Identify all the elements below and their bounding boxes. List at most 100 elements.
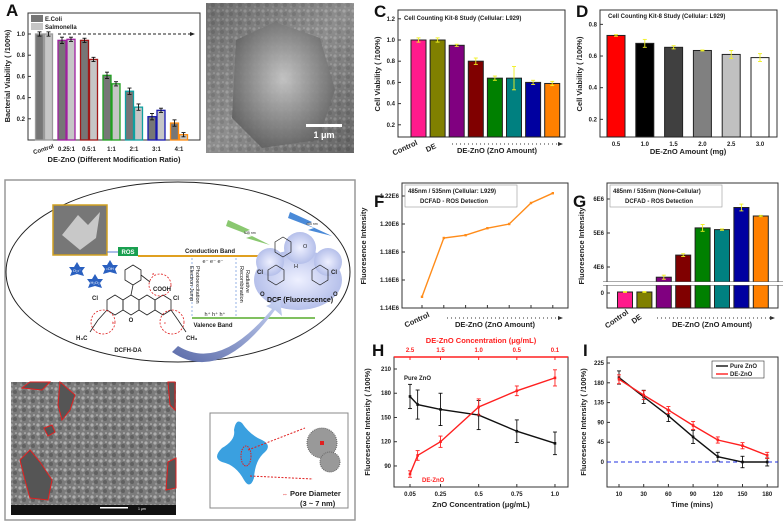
panel-i-xtick-label: 10 bbox=[616, 492, 623, 498]
panel-h-data-point bbox=[439, 408, 442, 411]
panel-a-ylabel: Bacterial Viability ( /100%) bbox=[3, 29, 12, 122]
panel-c-bar bbox=[467, 60, 484, 138]
ch3-label: CH₃ bbox=[186, 336, 198, 342]
conduction-band-label: Conduction Band bbox=[185, 249, 235, 255]
panel-h-data-point bbox=[416, 454, 419, 457]
panel-h-data-point bbox=[515, 389, 519, 393]
panel-label-g: G bbox=[573, 192, 586, 211]
panel-i-xtick-label: 30 bbox=[640, 492, 647, 498]
panel-i-ytick-label: 45 bbox=[597, 440, 604, 446]
star-particle bbox=[217, 421, 268, 485]
panel-a-legend-swatch bbox=[31, 23, 43, 30]
panel-i-data-point bbox=[667, 414, 670, 418]
valence-band-label: Valence Band bbox=[193, 323, 232, 329]
panel-h-data-point bbox=[553, 376, 557, 380]
dcf-cl-left: Cl bbox=[257, 270, 263, 276]
panel-c-title: Cell Counting Kit-8 Study (Cellular: L92… bbox=[404, 16, 521, 22]
panel-a-legend-label: E.Coli bbox=[45, 17, 62, 23]
panel-d-xtick-label: 0.5 bbox=[612, 142, 621, 148]
photoexcitation-label: Photoexcitation bbox=[194, 266, 200, 304]
panel-i-series-line bbox=[618, 376, 768, 463]
panel-d-title: Cell Counting Kit-8 Study (Cellular: L92… bbox=[608, 14, 725, 20]
panel-h-top-tick-label: 1.0 bbox=[474, 348, 483, 354]
panel-f-xlabel: DE-ZnO (ZnO Amount) bbox=[455, 320, 536, 329]
panel-i-xtick-label: 120 bbox=[713, 492, 724, 498]
panel-i-ylabel: Fluoresence Intensity ( /100%) bbox=[579, 368, 588, 476]
panel-c-ylabel: Cell Viability ( /100%) bbox=[373, 36, 382, 111]
porous-sem-image: 1 μm bbox=[11, 380, 177, 515]
panel-g-xtick-label: Control bbox=[603, 308, 630, 331]
panel-c-xlabel: DE-ZnO (ZnO Amount) bbox=[457, 146, 538, 155]
panel-i-data-point bbox=[716, 455, 720, 459]
panel-i-legend-label: DE-ZnO bbox=[730, 372, 753, 378]
panel-f-data-point bbox=[551, 192, 554, 195]
panel-a-bar bbox=[133, 106, 144, 141]
recombination-label: Recombination bbox=[238, 266, 244, 303]
panel-i-ytick-label: 0 bbox=[601, 460, 605, 466]
panel-h-data-point bbox=[515, 429, 519, 433]
panel-label-h: H bbox=[372, 341, 384, 360]
panel-h-data-point bbox=[408, 395, 412, 398]
dcf-cloud bbox=[254, 232, 342, 310]
panel-i-data-point bbox=[741, 444, 744, 448]
panel-h-xlabel: ZnO Concentration (μg/mL) bbox=[432, 500, 530, 509]
panel-i-data-point bbox=[642, 393, 645, 397]
panel-g-bar bbox=[617, 291, 633, 309]
pore-diagram: ⇔ Pore Diameter (3 ~ 7 nm) bbox=[209, 412, 349, 509]
panel-a-xtick-label: 3:1 bbox=[152, 147, 161, 153]
panel-f-data-point bbox=[508, 222, 511, 226]
panel-f-ytick-label: 1.22E6 bbox=[380, 194, 400, 200]
panel-h-xtick-label: 0.75 bbox=[511, 492, 523, 498]
panel-i-data-point bbox=[691, 435, 695, 439]
panel-h-data-point bbox=[553, 442, 557, 445]
panel-g-axis-break bbox=[603, 282, 783, 285]
panel-label-c: C bbox=[374, 2, 386, 21]
charts: 0.2 0.4 0.6 0.8 1.0 Bacterial Viability ( /10… bbox=[3, 9, 783, 509]
panel-h-series-line bbox=[409, 395, 556, 445]
panel-i-data-point bbox=[741, 460, 744, 464]
panel-i-legend-box bbox=[711, 360, 765, 379]
panel-c-xtick-label: Control bbox=[391, 138, 419, 157]
panel-g-ytick-label: 6E6 bbox=[593, 197, 604, 203]
panel-i-ytick-label: 135 bbox=[594, 401, 605, 407]
panel-d-ytick-label: 0.2 bbox=[589, 117, 598, 123]
panel-g-xtick-label: DE bbox=[630, 312, 644, 325]
panel-a-bar bbox=[102, 74, 112, 141]
panel-a-xtick-label: 4:1 bbox=[175, 147, 184, 153]
electron-jump-label: Electron Jump bbox=[188, 266, 194, 301]
panel-c-ytick-label: 1.0 bbox=[387, 38, 396, 44]
panel-c-bar bbox=[486, 77, 503, 138]
panel-h-data-point bbox=[408, 472, 412, 476]
hydroxyl-label: •OH bbox=[106, 266, 114, 271]
panel-f-series-line bbox=[421, 192, 554, 298]
panel-i-data-point bbox=[691, 424, 695, 427]
panel-h-xtick-label: 0.5 bbox=[474, 492, 483, 498]
panel-h-top-tick-label: 1.5 bbox=[436, 348, 445, 354]
panel-g-ytick-label: 4E6 bbox=[593, 265, 604, 271]
panel-d-xlabel: DE-ZnO Amount (mg) bbox=[650, 147, 727, 156]
panel-i-legend-label: Pure ZnO bbox=[730, 364, 757, 370]
panel-i-xtick-label: 180 bbox=[762, 492, 773, 498]
panel-d-ytick-label: 0.4 bbox=[589, 86, 598, 92]
panel-i-series-line bbox=[618, 378, 768, 457]
panel-label-i: I bbox=[583, 341, 588, 360]
panel-d-bar bbox=[721, 53, 741, 138]
panel-g-subtitle: DCFAD - ROS Detection bbox=[625, 199, 693, 205]
dcf-o-right: O bbox=[333, 292, 338, 298]
panel-g-ytick-label: 0 bbox=[601, 291, 605, 297]
sem-scale-label: 1 μm bbox=[138, 507, 146, 511]
panel-c-bar bbox=[525, 81, 542, 138]
panel-h-top-tick-label: 0.1 bbox=[551, 348, 560, 354]
panel-h-ytick-label: 180 bbox=[381, 391, 392, 397]
panel-f-subtitle: DCFAD - ROS Detection bbox=[420, 199, 488, 205]
holes-label: h⁺ h⁺ h⁺ bbox=[205, 311, 226, 318]
panel-a-xtick-label: 0.5:1 bbox=[82, 147, 96, 153]
blue-light-icon bbox=[288, 212, 332, 236]
panel-a-ytick-label: 1.0 bbox=[17, 32, 26, 38]
panel-e-schematic: ROS Conduction Band e⁻ e⁻ e⁻ h⁺ h⁺ h⁺ Va… bbox=[4, 179, 356, 521]
panel-c-arrow-head bbox=[558, 142, 563, 146]
panel-i-xtick-label: 90 bbox=[690, 492, 697, 498]
panel-d-xtick-label: 1.0 bbox=[641, 142, 650, 148]
panel-a-bar bbox=[88, 58, 99, 141]
panel-c-xtick-label: DE bbox=[424, 141, 437, 154]
